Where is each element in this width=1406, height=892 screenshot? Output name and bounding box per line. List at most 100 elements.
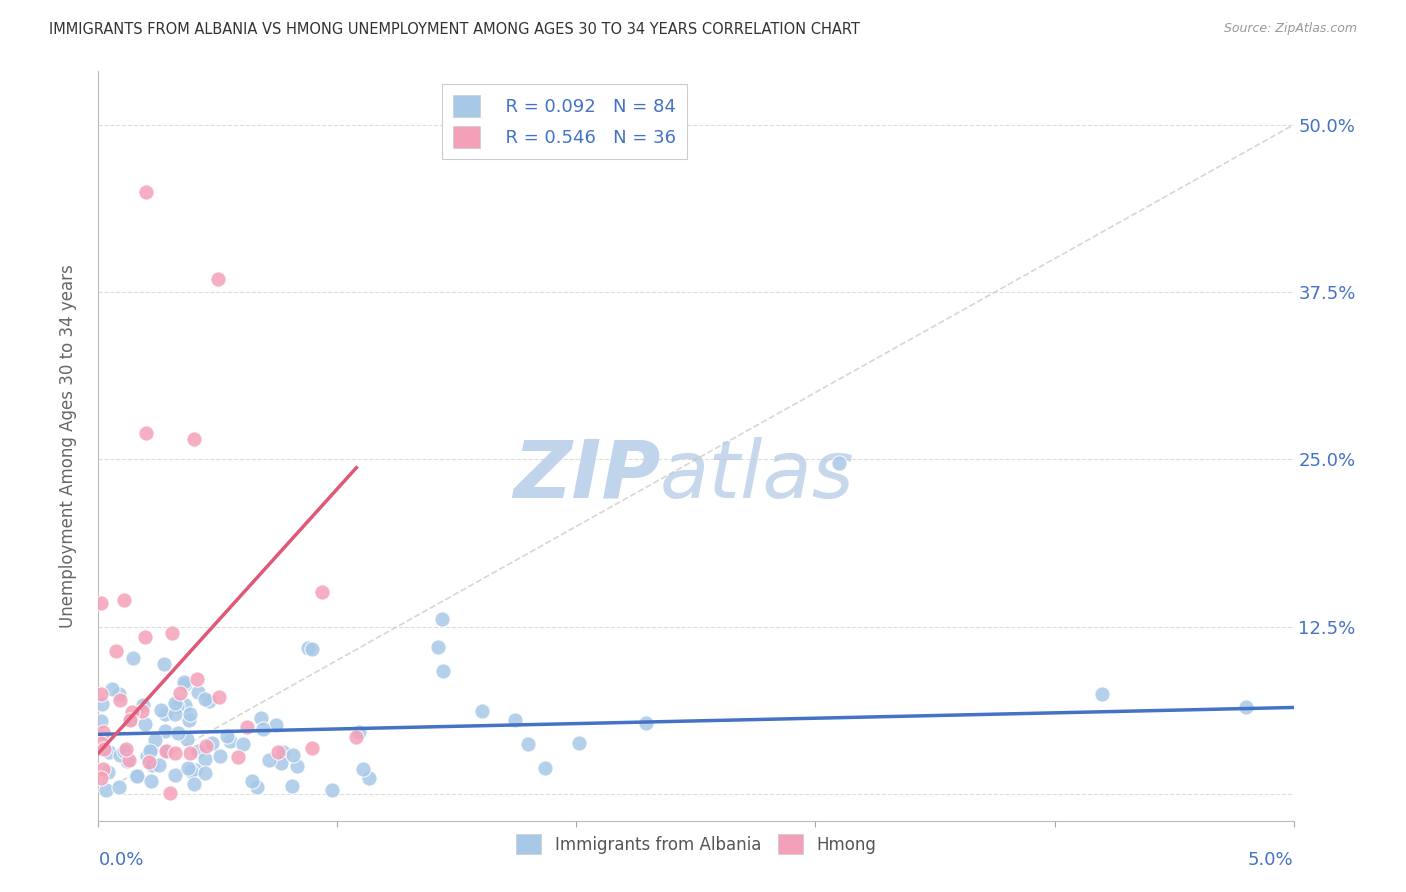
Point xyxy=(193,691,215,706)
Point xyxy=(179,706,201,721)
Point xyxy=(209,748,232,763)
Point xyxy=(349,725,371,739)
Text: Source: ZipAtlas.com: Source: ZipAtlas.com xyxy=(1223,22,1357,36)
Point xyxy=(271,745,294,759)
Point xyxy=(471,704,494,718)
Point xyxy=(357,772,380,786)
Point xyxy=(252,722,274,736)
Point xyxy=(427,640,450,654)
Point xyxy=(115,754,138,768)
Point xyxy=(155,707,177,722)
Point xyxy=(155,744,177,758)
Point xyxy=(287,758,309,772)
Point xyxy=(568,736,591,750)
Point xyxy=(281,779,304,793)
Point xyxy=(97,764,120,779)
Point xyxy=(177,714,200,728)
Point xyxy=(163,746,186,760)
Point xyxy=(183,433,205,447)
Point xyxy=(138,744,160,758)
Point xyxy=(136,749,159,764)
Point xyxy=(143,732,166,747)
Point xyxy=(125,769,148,783)
Point xyxy=(352,762,374,776)
Point xyxy=(187,744,209,758)
Point xyxy=(1234,699,1257,714)
Point xyxy=(93,742,115,756)
Text: atlas: atlas xyxy=(661,437,855,515)
Point xyxy=(264,718,287,732)
Point xyxy=(149,703,172,717)
Point xyxy=(115,741,138,756)
Point xyxy=(159,786,181,800)
Point xyxy=(152,657,174,671)
Point xyxy=(91,697,114,711)
Point xyxy=(121,706,143,720)
Point xyxy=(236,720,259,734)
Point xyxy=(131,704,153,718)
Point xyxy=(301,641,323,656)
Point xyxy=(118,753,141,767)
Point xyxy=(180,764,202,778)
Point xyxy=(432,612,454,626)
Point xyxy=(141,773,163,788)
Point xyxy=(90,735,112,749)
Point xyxy=(194,766,217,780)
Point xyxy=(634,715,657,730)
Point xyxy=(90,714,112,728)
Point xyxy=(186,673,208,687)
Point xyxy=(232,738,254,752)
Point xyxy=(344,730,367,744)
Point xyxy=(321,782,343,797)
Point xyxy=(90,596,112,610)
Point xyxy=(1091,687,1114,701)
Point xyxy=(176,761,198,775)
Point xyxy=(101,681,124,696)
Point xyxy=(207,272,229,286)
Point xyxy=(246,780,269,794)
Point xyxy=(219,734,242,748)
Text: IMMIGRANTS FROM ALBANIA VS HMONG UNEMPLOYMENT AMONG AGES 30 TO 34 YEARS CORRELAT: IMMIGRANTS FROM ALBANIA VS HMONG UNEMPLO… xyxy=(49,22,860,37)
Point xyxy=(96,782,118,797)
Point xyxy=(112,593,135,607)
Point xyxy=(153,723,176,738)
Point xyxy=(135,425,157,440)
Point xyxy=(165,707,187,722)
Point xyxy=(173,698,195,712)
Point xyxy=(183,777,205,791)
Point xyxy=(138,756,160,770)
Point xyxy=(828,457,851,471)
Point xyxy=(176,732,198,747)
Point xyxy=(148,758,170,772)
Point xyxy=(108,748,131,763)
Point xyxy=(125,769,148,783)
Point xyxy=(187,685,209,699)
Point xyxy=(198,694,221,708)
Point xyxy=(90,771,112,785)
Point xyxy=(120,713,142,727)
Point xyxy=(107,780,129,795)
Point xyxy=(165,696,187,710)
Point xyxy=(112,744,135,758)
Point xyxy=(311,585,333,599)
Text: 5.0%: 5.0% xyxy=(1249,851,1294,869)
Point xyxy=(91,762,114,776)
Point xyxy=(141,757,163,772)
Text: ZIP: ZIP xyxy=(513,437,661,515)
Point xyxy=(91,725,114,739)
Point xyxy=(160,626,183,640)
Point xyxy=(167,726,190,740)
Point xyxy=(207,690,229,704)
Point xyxy=(503,714,526,728)
Point xyxy=(517,738,540,752)
Point xyxy=(108,687,131,701)
Point xyxy=(301,741,323,756)
Point xyxy=(134,630,156,644)
Point xyxy=(194,739,217,753)
Point xyxy=(132,698,155,713)
Point xyxy=(173,674,195,689)
Point xyxy=(270,756,292,771)
Point xyxy=(226,750,249,764)
Point xyxy=(297,641,319,656)
Point xyxy=(432,664,454,678)
